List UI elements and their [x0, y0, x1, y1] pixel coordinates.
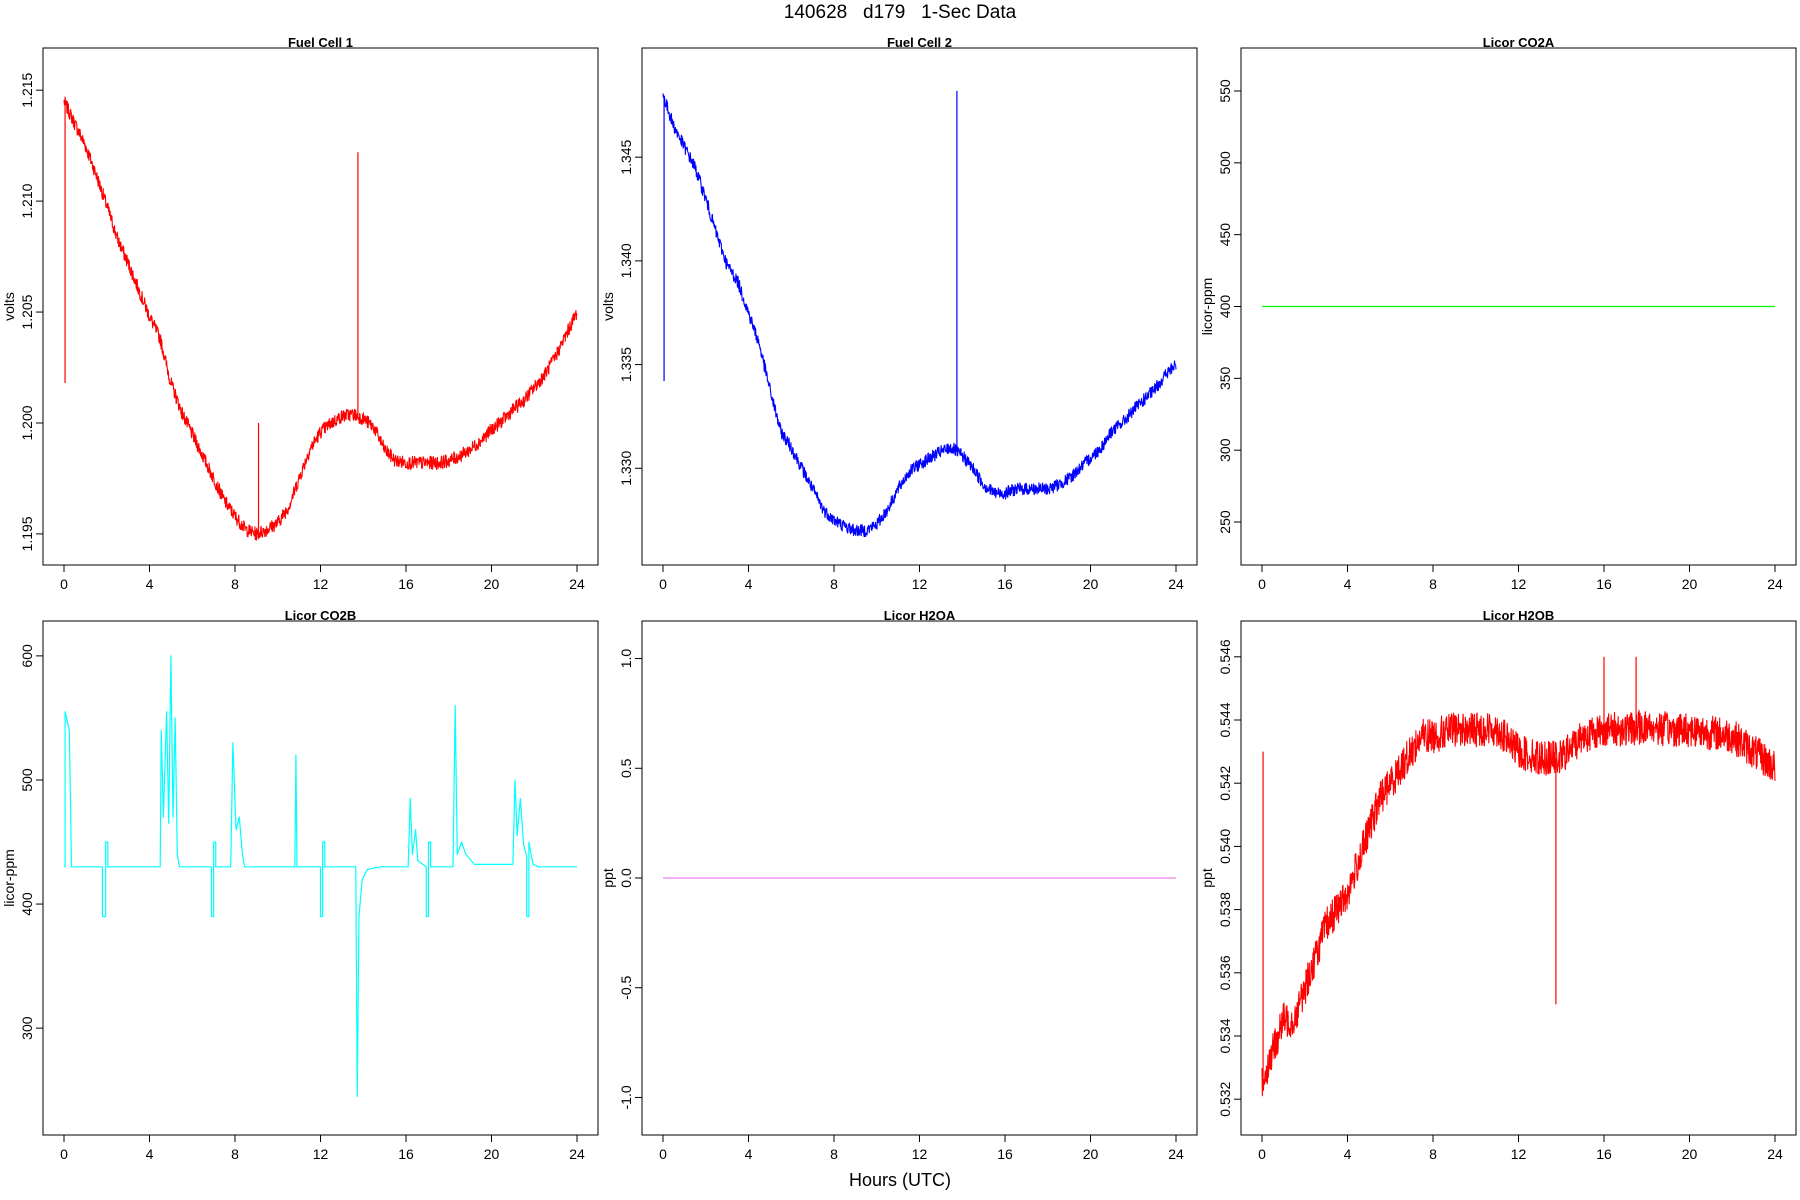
panel-title: Licor CO2B [285, 608, 357, 623]
x-tick-label: 12 [912, 1146, 928, 1162]
y-tick-label: 400 [1217, 295, 1233, 319]
y-tick-label: 1.340 [618, 243, 634, 278]
x-tick-label: 20 [1682, 576, 1698, 592]
y-tick-label: 0.538 [1217, 892, 1233, 927]
y-tick-label: 0.534 [1217, 1018, 1233, 1053]
x-tick-label: 0 [60, 576, 68, 592]
data-series-line [1261, 709, 1776, 1097]
y-tick-label: 300 [1217, 438, 1233, 462]
y-tick-label: 1.210 [19, 183, 35, 218]
x-tick-label: 4 [745, 1146, 753, 1162]
x-tick-label: 4 [146, 1146, 154, 1162]
plot-frame [641, 47, 1198, 566]
x-tick-label: 8 [830, 1146, 838, 1162]
y-tick-label: 1.330 [618, 451, 634, 486]
x-tick-label: 16 [398, 1146, 414, 1162]
y-tick-label: 400 [19, 892, 35, 916]
y-axis-label: volts [1, 292, 17, 321]
y-tick-label: 0.532 [1217, 1081, 1233, 1116]
panel-title: Fuel Cell 1 [288, 35, 353, 50]
y-tick-label: 500 [19, 768, 35, 792]
y-tick-label: 450 [1217, 223, 1233, 247]
y-tick-label: -0.5 [618, 975, 634, 999]
y-tick-label: 1.0 [618, 649, 634, 669]
x-tick-label: 24 [1168, 576, 1184, 592]
plot-frame [42, 47, 599, 566]
figure-title: 140628 d179 1-Sec Data [783, 2, 1017, 23]
y-axis-label: licor-ppm [1, 849, 17, 907]
x-tick-label: 12 [1511, 1146, 1527, 1162]
panel-title: Licor H2OB [1483, 608, 1555, 623]
y-axis-label: ppt [600, 868, 616, 888]
x-tick-label: 24 [1767, 1146, 1783, 1162]
x-tick-label: 16 [1596, 576, 1612, 592]
x-tick-label: 24 [569, 1146, 585, 1162]
x-tick-label: 4 [745, 576, 753, 592]
x-tick-label: 0 [1258, 576, 1266, 592]
x-tick-label: 8 [231, 576, 239, 592]
y-tick-label: 300 [19, 1016, 35, 1040]
y-tick-label: 250 [1217, 510, 1233, 534]
y-tick-label: 350 [1217, 366, 1233, 390]
x-tick-label: 0 [659, 1146, 667, 1162]
x-tick-label: 16 [1596, 1146, 1612, 1162]
y-tick-label: -1.0 [618, 1085, 634, 1109]
x-tick-label: 12 [1511, 576, 1527, 592]
y-tick-label: 1.215 [19, 72, 35, 107]
x-tick-label: 24 [569, 576, 585, 592]
y-tick-label: 600 [19, 644, 35, 668]
x-tick-label: 0 [60, 1146, 68, 1162]
x-tick-label: 12 [313, 576, 329, 592]
panel-title: Licor H2OA [884, 608, 956, 623]
x-tick-label: 12 [912, 576, 928, 592]
y-tick-label: 1.200 [19, 405, 35, 440]
y-tick-label: 0.546 [1217, 639, 1233, 674]
y-tick-label: 500 [1217, 151, 1233, 175]
x-tick-label: 8 [1429, 1146, 1437, 1162]
y-tick-label: 550 [1217, 79, 1233, 103]
y-tick-label: 0.0 [618, 868, 634, 888]
y-tick-label: 1.345 [618, 139, 634, 174]
y-axis-label: licor-ppm [1199, 278, 1215, 336]
y-tick-label: 0.5 [618, 758, 634, 778]
y-tick-label: 0.544 [1217, 702, 1233, 737]
x-tick-label: 16 [997, 1146, 1013, 1162]
x-tick-label: 0 [659, 576, 667, 592]
x-tick-label: 8 [231, 1146, 239, 1162]
x-tick-label: 0 [1258, 1146, 1266, 1162]
y-tick-label: 1.205 [19, 294, 35, 329]
y-tick-label: 0.540 [1217, 829, 1233, 864]
panel-title: Licor CO2A [1483, 35, 1555, 50]
plot-frame [1240, 620, 1797, 1136]
x-tick-label: 20 [484, 576, 500, 592]
x-tick-label: 4 [1344, 576, 1352, 592]
y-axis-label: volts [600, 292, 616, 321]
x-tick-label: 4 [146, 576, 154, 592]
x-tick-label: 20 [484, 1146, 500, 1162]
x-tick-label: 4 [1344, 1146, 1352, 1162]
y-axis-label: ppt [1199, 868, 1215, 888]
panel-title: Fuel Cell 2 [887, 35, 952, 50]
y-tick-label: 0.536 [1217, 955, 1233, 990]
x-tick-label: 24 [1767, 576, 1783, 592]
x-tick-label: 12 [313, 1146, 329, 1162]
y-tick-label: 1.195 [19, 516, 35, 551]
y-tick-label: 0.542 [1217, 765, 1233, 800]
x-tick-label: 20 [1083, 576, 1099, 592]
x-tick-label: 8 [830, 576, 838, 592]
data-series-line [64, 655, 577, 1097]
x-tick-label: 16 [398, 576, 414, 592]
x-tick-label: 24 [1168, 1146, 1184, 1162]
x-tick-label: 8 [1429, 576, 1437, 592]
figure-x-axis-label: Hours (UTC) [849, 1170, 951, 1190]
x-tick-label: 20 [1682, 1146, 1698, 1162]
data-series-line [63, 96, 578, 541]
y-tick-label: 1.335 [618, 347, 634, 382]
data-series-line [662, 93, 1177, 538]
x-tick-label: 16 [997, 576, 1013, 592]
x-tick-label: 20 [1083, 1146, 1099, 1162]
